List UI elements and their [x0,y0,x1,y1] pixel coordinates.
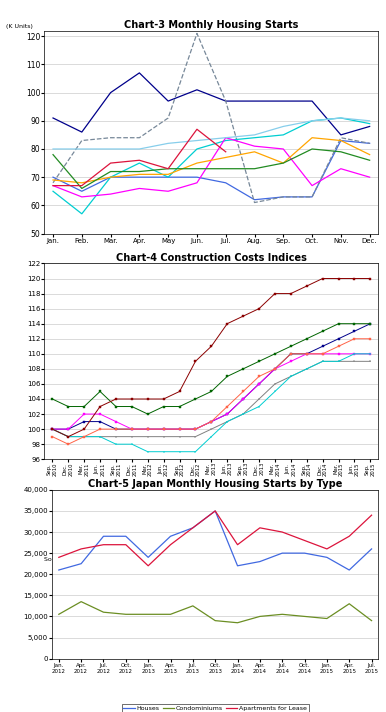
Text: Source: Construction Research Institute: Source: Construction Research Institute [44,557,169,562]
Legend: Tokyo, Osaka, Nagoya, Fukuoka, Hiroshima, Sendai, Sapporo: Tokyo, Osaka, Nagoya, Fukuoka, Hiroshima… [105,527,317,535]
Title: Chart-5 Japan Monthly Housing Starts by Type: Chart-5 Japan Monthly Housing Starts by … [88,479,342,489]
Legend: Houses, Condominiums, Apartments for Lease: Houses, Condominiums, Apartments for Lea… [122,703,309,712]
Text: (K Units): (K Units) [6,23,33,28]
Title: Chart-4 Construction Costs Indices: Chart-4 Construction Costs Indices [116,253,307,263]
Legend: 2007, 2008, 2009, 2010, 2011, 2012, 2013, 2014, 2015: 2007, 2008, 2009, 2010, 2011, 2012, 2013… [93,290,330,298]
Text: Source: MLIT: Source: MLIT [44,315,85,320]
Title: Chart-3 Monthly Housing Starts: Chart-3 Monthly Housing Starts [124,20,298,30]
